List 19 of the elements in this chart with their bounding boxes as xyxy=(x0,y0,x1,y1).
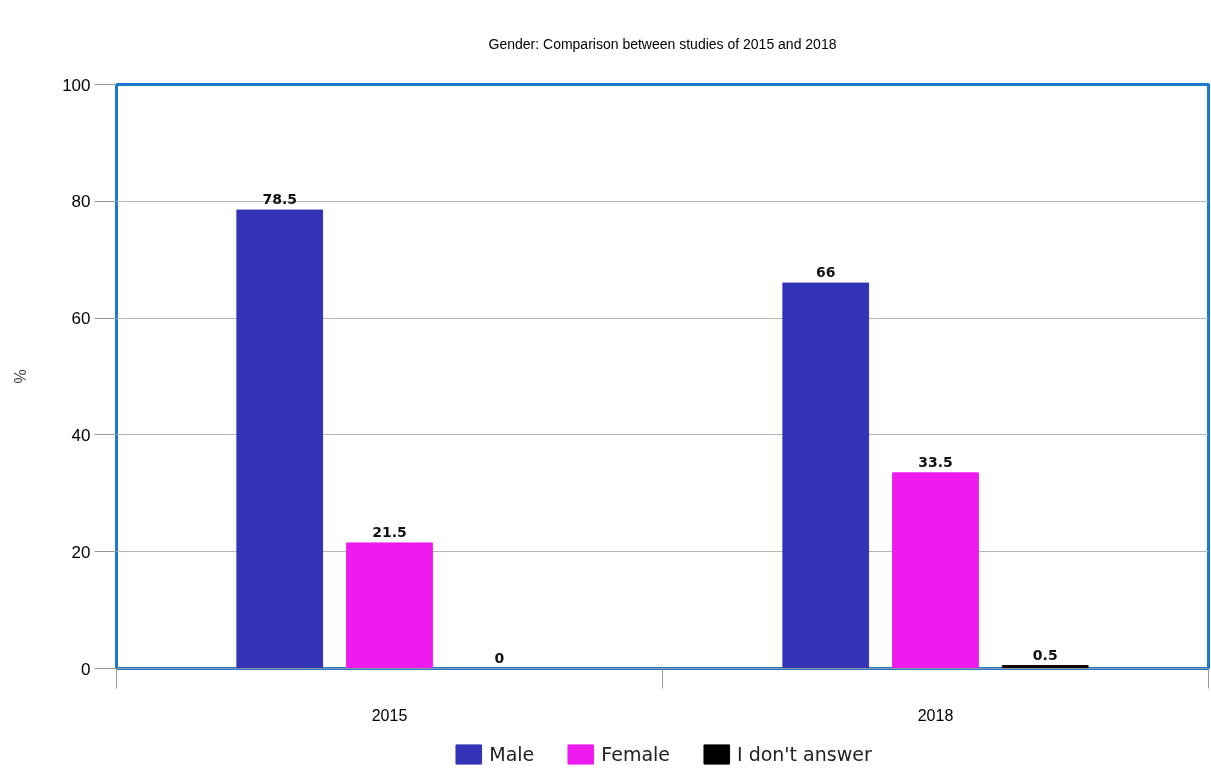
y-tick-label: 20 xyxy=(71,542,91,562)
x-tick-label: 2015 xyxy=(371,706,408,724)
legend-label: I don't answer xyxy=(737,743,872,765)
data-label: 21.5 xyxy=(372,523,407,540)
y-tick-label: 80 xyxy=(71,192,91,212)
legend-label: Female xyxy=(601,743,670,765)
y-tick-label: 0 xyxy=(81,659,91,679)
data-label: 78.5 xyxy=(262,191,298,208)
y-tick-label: 100 xyxy=(62,75,91,95)
data-label: 0.5 xyxy=(1032,646,1058,663)
data-label: 33.5 xyxy=(918,453,953,470)
legend-label: Male xyxy=(489,743,535,765)
chart-title: Gender: Comparison between studies of 2015 and 2018 xyxy=(488,35,837,52)
y-axis-title: % xyxy=(12,369,30,384)
x-tick-label: 2018 xyxy=(917,706,954,724)
data-label: 66 xyxy=(816,264,836,281)
data-label: 0 xyxy=(494,649,505,666)
y-tick-label: 40 xyxy=(71,425,91,445)
y-tick-label: 60 xyxy=(71,309,91,329)
